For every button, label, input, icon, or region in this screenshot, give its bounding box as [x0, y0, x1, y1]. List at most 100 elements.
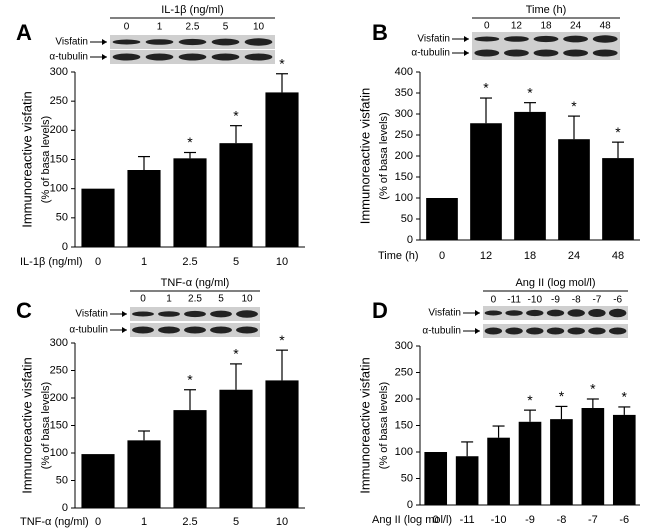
blot-title: IL-1β (ng/ml) [161, 4, 224, 16]
y-tick-label: 150 [50, 419, 68, 431]
y-tick-label: 50 [56, 474, 68, 486]
y-tick-label: 200 [50, 392, 68, 404]
y-tick-label: 0 [62, 502, 68, 514]
x-tick-label: 24 [568, 250, 580, 262]
y-tick-label: 300 [395, 108, 413, 120]
blot-arrowhead [102, 54, 107, 60]
x-tick-label: 0 [95, 256, 101, 268]
bar [581, 408, 605, 505]
blot-lane-label: 0 [491, 295, 497, 306]
blot-band [210, 326, 232, 334]
blot-band [132, 311, 154, 317]
blot-lane-label: 12 [511, 21, 523, 32]
y-tick-label: 250 [50, 364, 68, 376]
y-axis-sublabel: (% of basa levels) [378, 112, 390, 199]
blot-band [484, 327, 503, 335]
y-tick-label: 100 [395, 446, 413, 458]
blot-lane-label: -10 [528, 295, 543, 306]
x-axis-label: TNF-α (ng/ml) [20, 516, 89, 528]
x-tick-label: 1 [141, 256, 147, 268]
significance-star: * [187, 371, 193, 387]
blot-arrowhead [102, 39, 107, 45]
blot-lane-label: 0 [124, 22, 130, 33]
y-tick-label: 300 [395, 340, 413, 352]
x-tick-label: 0 [439, 250, 445, 262]
significance-star: * [527, 84, 533, 100]
significance-star: * [279, 332, 285, 348]
bar [265, 380, 299, 508]
y-axis-label: Immunoreactive visfatin [357, 357, 372, 494]
x-tick-label: 10 [276, 516, 288, 528]
y-axis-label: Immunoreactive visfatin [19, 357, 34, 494]
significance-star: * [233, 346, 239, 362]
significance-star: * [527, 392, 533, 408]
blot-band [145, 53, 174, 61]
blot-lane-label: 0 [484, 21, 490, 32]
blot-lane-label: 10 [241, 294, 253, 305]
x-tick-label: 2.5 [182, 516, 197, 528]
bar [518, 421, 542, 505]
y-tick-label: 100 [50, 447, 68, 459]
blot-lane-label: -6 [613, 295, 622, 306]
blot-band [503, 49, 529, 57]
bar [81, 188, 115, 247]
blot-band [567, 309, 585, 317]
y-tick-label: 200 [50, 124, 68, 136]
x-axis-label: Ang II (log mol/l) [372, 514, 452, 526]
blot-band [567, 327, 585, 335]
blot-arrowhead [475, 310, 480, 316]
bar [455, 456, 479, 505]
x-tick-label: 48 [612, 250, 624, 262]
x-axis-label: Time (h) [378, 250, 419, 262]
blot-band [588, 327, 606, 335]
y-tick-label: 200 [395, 150, 413, 162]
x-tick-label: 1 [141, 516, 147, 528]
y-tick-label: 50 [401, 472, 413, 484]
blot-band [533, 49, 559, 57]
blot-band [608, 327, 627, 335]
blot-lane-label: 1 [166, 294, 172, 305]
y-tick-label: 50 [56, 212, 68, 224]
y-tick-label: 100 [395, 192, 413, 204]
y-axis-label: Immunoreactive visfatin [357, 88, 372, 225]
blot-band [563, 35, 589, 43]
significance-star: * [571, 98, 577, 114]
blot-lane-label: 24 [570, 21, 582, 32]
significance-star: * [590, 381, 596, 397]
bar [219, 143, 253, 247]
blot-arrowhead [122, 327, 127, 333]
blot-row-label: α-tubulin [69, 325, 108, 336]
panel-label: C [16, 298, 32, 323]
x-tick-label: -11 [460, 514, 475, 526]
blot-band [210, 310, 232, 318]
x-tick-label: 2.5 [182, 256, 197, 268]
y-axis-sublabel: (% of basa levels) [40, 382, 52, 469]
bar [602, 158, 634, 240]
bar [550, 419, 573, 505]
blot-band [158, 311, 180, 317]
blot-band [592, 49, 618, 57]
blot-band [505, 327, 523, 335]
bar [612, 414, 636, 505]
blot-band [526, 327, 544, 335]
blot-lane-label: -8 [572, 295, 581, 306]
bar [426, 198, 458, 240]
x-tick-label: -7 [588, 514, 598, 526]
blot-title: TNF-α (ng/ml) [161, 277, 230, 289]
y-tick-label: 200 [395, 393, 413, 405]
blot-band [592, 35, 618, 43]
bar [81, 454, 115, 508]
y-tick-label: 300 [50, 66, 68, 78]
bar [470, 123, 502, 240]
x-tick-label: 18 [524, 250, 536, 262]
panel-label: A [16, 20, 32, 45]
blot-band [112, 39, 141, 45]
x-tick-label: -10 [491, 514, 507, 526]
blot-band [211, 53, 240, 61]
blot-band [546, 309, 565, 317]
blot-band [145, 39, 174, 45]
y-tick-label: 0 [407, 234, 413, 246]
blot-lane-label: 2.5 [186, 22, 200, 33]
panel-label: B [372, 20, 388, 45]
